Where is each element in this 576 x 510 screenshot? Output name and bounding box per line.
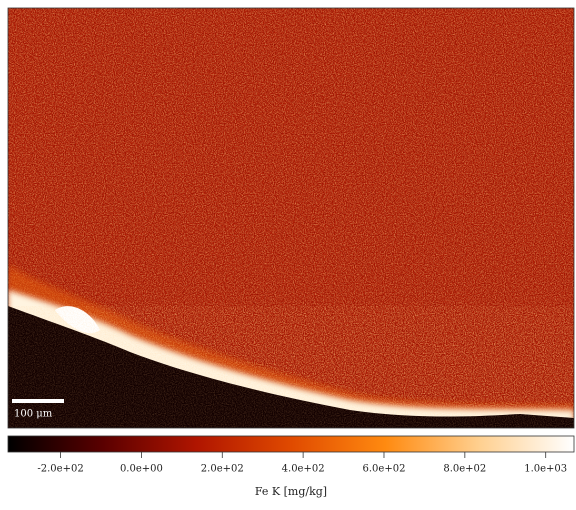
colorbar — [7, 435, 575, 453]
scale-bar-label: 100 μm — [14, 409, 53, 420]
colorbar-label: Fe K [mg/kg] — [255, 485, 327, 498]
colorbar-tick-label: -2.0e+02 — [37, 464, 83, 475]
colorbar-tick-label: 8.0e+02 — [443, 464, 486, 475]
colorbar-tick-label: 4.0e+02 — [282, 464, 325, 475]
scale-bar — [12, 399, 64, 403]
substrate-noise — [8, 306, 574, 428]
colorbar-tick-label: 0.0e+00 — [120, 464, 163, 475]
colorbar-tick-label: 2.0e+02 — [201, 464, 244, 475]
map-frame — [7, 7, 575, 429]
colorbar-tick-label: 6.0e+02 — [363, 464, 406, 475]
colorbar-tick-label: 1.0e+03 — [524, 464, 567, 475]
fe-hotspot — [55, 306, 100, 334]
xrf-map: 100 μm — [8, 8, 574, 428]
